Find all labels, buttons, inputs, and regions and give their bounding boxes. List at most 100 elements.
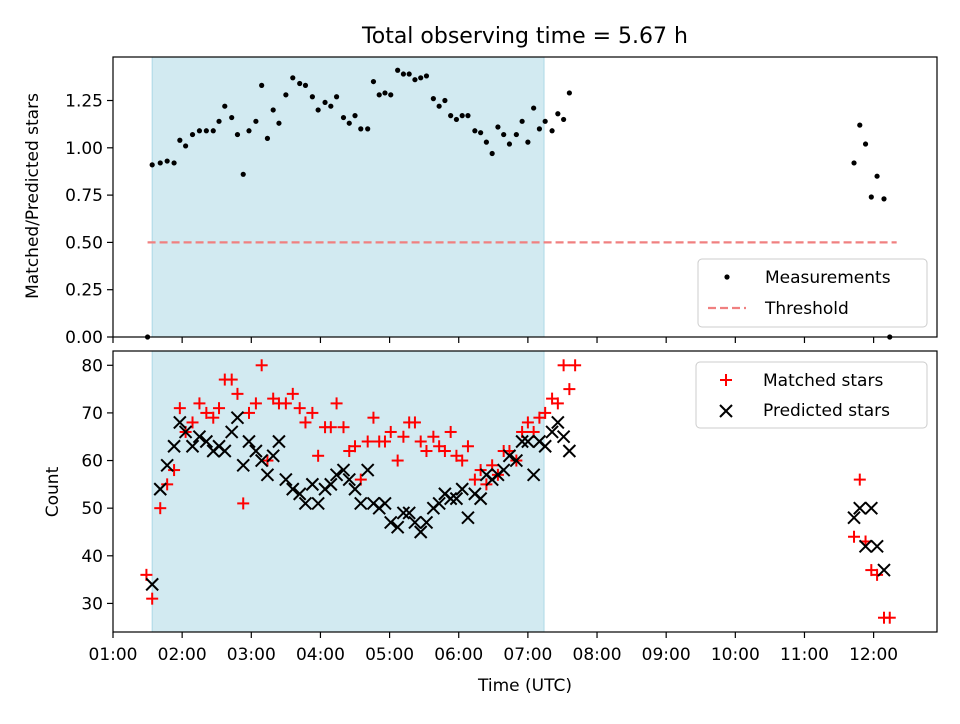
y-tick-label: 60 [81,452,103,472]
predicted-point [160,458,174,473]
ratio-axes-frame [112,56,938,338]
x-tick-label: 03:00 [227,645,276,665]
matched-point [193,397,206,410]
count-ylabel: Count [43,466,63,517]
predicted-point [348,482,362,496]
predicted-point [218,444,232,458]
measurement-point [270,107,276,113]
measurement-point [561,116,567,123]
ratio-legend: Measurements Threshold [697,258,928,328]
measurement-point [259,82,265,88]
measurement-point [501,131,507,138]
matched-point [349,440,362,453]
matched-point [539,406,552,419]
matched-point [286,387,299,400]
predicted-point [266,449,280,463]
predicted-point [562,444,577,458]
measurement-point [472,128,478,134]
predicted-point [432,496,446,511]
x-tick-label: 06:00 [434,645,483,665]
legend-marker-measurements [724,274,730,280]
measurement-point [177,137,183,143]
legend-marker-predicted [719,404,733,418]
x-tick-label: 08:00 [573,645,622,665]
matched-point [427,430,440,443]
matched-point [414,435,427,448]
measurement-point [542,118,548,124]
measurement-point [297,80,303,87]
matched-point [146,592,159,605]
matched-point [408,416,421,429]
measurement-point [862,141,869,147]
predicted-point [870,539,884,553]
matched-point [173,402,186,415]
measurement-point [395,67,401,73]
legend-label-measurements: Measurements [765,268,891,288]
x-tick-label: 09:00 [642,645,691,665]
measurement-point [453,116,460,123]
measurement-point [264,135,271,141]
predicted-point [292,487,307,501]
ratio-y-ticks: 0.00 0.25 0.50 0.75 1.00 1.25 [65,92,113,348]
matched-point [397,430,410,443]
measurements-series [144,67,893,340]
x-tick-label: 07:00 [503,645,552,665]
predicted-point [324,477,338,492]
predicted-point [260,468,275,482]
measurement-point [328,103,334,109]
x-tick-label: 01:00 [89,645,138,665]
legend-marker-matched [720,374,732,386]
predicted-point [230,410,245,425]
measurement-point [210,128,216,134]
matched-point [438,445,451,458]
matched-point [231,387,244,400]
matched-point [461,440,474,453]
matched-point [883,611,896,624]
y-tick-label: 0.75 [65,186,103,206]
measurement-point [340,114,347,121]
matched-point [279,397,292,410]
measurement-point [333,94,340,100]
y-tick-label: 0.50 [65,233,103,253]
predicted-point [413,525,428,539]
predicted-point [342,472,356,487]
matched-point [468,473,481,486]
measurement-point [222,103,228,109]
measurement-point [489,150,495,157]
measurement-point [370,78,377,85]
predicted-point [178,425,193,439]
matched-point [420,445,433,458]
measurement-point [203,128,209,134]
measurement-point [234,131,241,138]
predicted-point [173,415,187,430]
predicted-point [224,425,239,439]
matched-stars-series [140,359,896,624]
y-tick-label: 1.00 [65,139,103,159]
measurement-point [418,75,424,81]
count-axes-frame [112,350,938,633]
matched-point [557,359,570,372]
y-tick-label: 0.00 [65,328,103,348]
measurement-point [164,158,170,164]
measurement-point [376,92,382,98]
predicted-point [192,430,207,444]
measurement-point [465,113,471,119]
measurement-point [240,171,246,177]
predicted-point [336,463,351,477]
predicted-point [311,496,325,511]
predicted-point [378,496,392,511]
measurement-point [430,96,436,102]
predicted-point [847,510,861,525]
observing-window-shade [151,350,545,633]
matched-point [213,402,226,415]
predicted-point [455,482,469,496]
measurement-point [246,128,252,134]
predicted-point [419,515,434,530]
predicted-point [402,506,416,520]
predicted-point [526,468,541,482]
matched-point [324,421,337,434]
measurement-point [412,77,418,83]
predicted-point [272,434,286,449]
measurement-point [290,75,296,81]
